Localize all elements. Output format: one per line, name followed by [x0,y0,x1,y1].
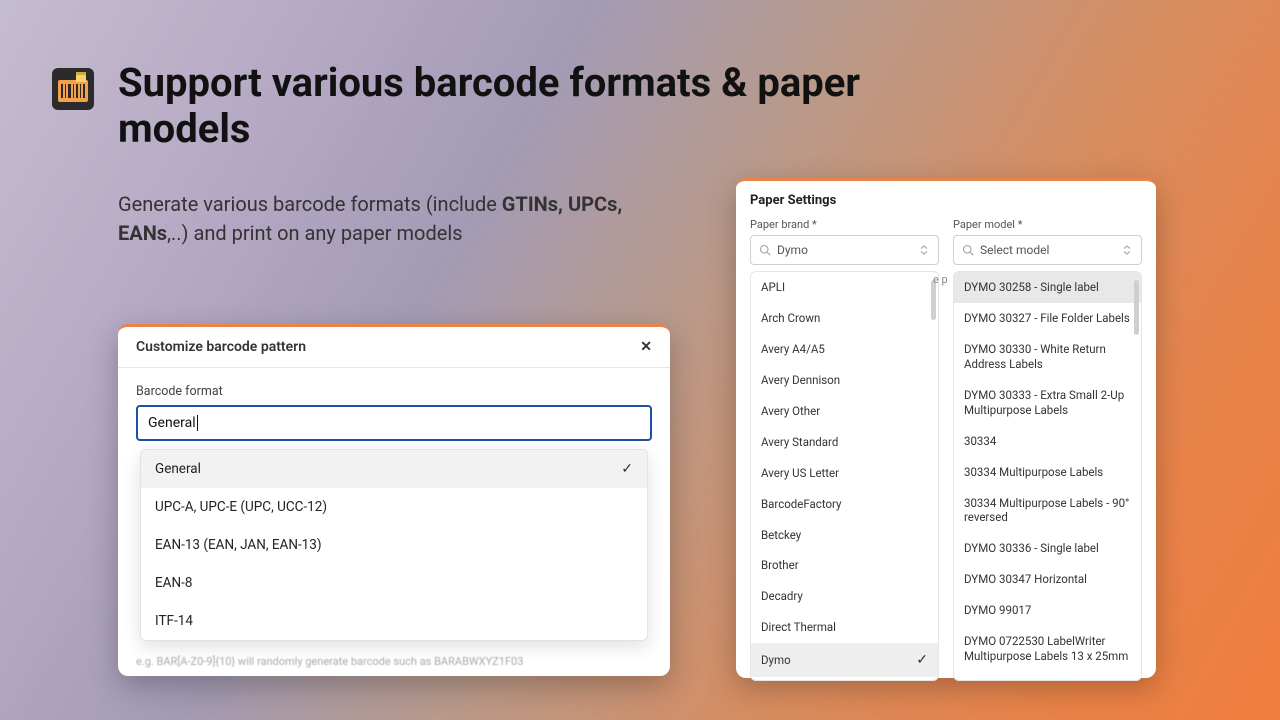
paper-brand-label: Paper brand * [750,218,939,231]
model-item[interactable]: 30334 Multipurpose Labels - 90° reversed [954,488,1141,534]
brand-item[interactable]: Avery Dennison [751,365,938,396]
model-list[interactable]: DYMO 30258 - Single labelDYMO 30327 - Fi… [953,271,1142,681]
model-item[interactable]: DYMO 30327 - File Folder Labels [954,303,1141,334]
panel-header: Customize barcode pattern ✕ [118,327,670,368]
brand-value: Dymo [777,243,912,257]
check-icon: ✓ [621,461,633,477]
barcode-format-dropdown[interactable]: General✓UPC-A, UPC-E (UPC, UCC-12)EAN-13… [140,449,648,641]
scrollbar-thumb[interactable] [1134,280,1139,335]
text-cursor [197,415,198,431]
page-title: Support various barcode formats & paper … [118,60,878,152]
panel-title: Customize barcode pattern [136,339,306,355]
brand-item[interactable]: APLI [751,272,938,303]
search-icon [962,244,974,256]
header: Support various barcode formats & paper … [52,60,878,152]
barcode-format-input[interactable]: General [136,405,652,441]
barcode-pattern-panel: Customize barcode pattern ✕ Barcode form… [118,324,670,676]
brand-item[interactable]: Betckey [751,520,938,551]
barcode-format-label: Barcode format [136,384,652,399]
model-item[interactable]: Dymo 11353 Label Writer Labels [954,672,1141,680]
close-icon[interactable]: ✕ [640,339,652,355]
paper-model-select[interactable]: Select model [953,235,1142,265]
brand-item[interactable]: Avery A4/A5 [751,334,938,365]
model-item[interactable]: DYMO 30258 - Single label [954,272,1141,303]
input-value: General [148,415,196,431]
model-placeholder: Select model [980,243,1115,257]
paper-model-label: Paper model * [953,218,1142,231]
paper-model-column: Paper model * Select model DYMO 30258 - … [953,218,1142,681]
subtitle-pre: Generate various barcode formats (includ… [118,192,502,216]
model-item[interactable]: 30334 Multipurpose Labels [954,457,1141,488]
title-block: Support various barcode formats & paper … [118,60,878,152]
brand-list[interactable]: APLIArch CrownAvery A4/A5Avery DennisonA… [750,271,939,681]
model-item[interactable]: 30334 [954,426,1141,457]
chevron-updown-icon [918,244,930,256]
brand-item[interactable]: Avery Other [751,396,938,427]
paper-settings-title: Paper Settings [750,193,1142,208]
app-icon [52,68,94,110]
chevron-updown-icon [1121,244,1133,256]
barcode-option[interactable]: UPC-A, UPC-E (UPC, UCC-12) [141,488,647,526]
brand-item[interactable]: Avery US Letter [751,458,938,489]
brand-item[interactable]: Decadry [751,581,938,612]
model-item[interactable]: DYMO 99017 [954,595,1141,626]
search-icon [759,244,771,256]
brand-item[interactable]: Dymo✓ [751,643,938,677]
paper-brand-column: Paper brand * Dymo APLIArch CrownAvery A… [750,218,939,681]
model-item[interactable]: DYMO 30336 - Single label [954,533,1141,564]
model-item[interactable]: DYMO 30330 - White Return Address Labels [954,334,1141,380]
barcode-option[interactable]: ITF-14 [141,602,647,640]
subtitle-post: ,..) and print on any paper models [167,221,462,245]
barcode-option[interactable]: EAN-13 (EAN, JAN, EAN-13) [141,526,647,564]
scrollbar[interactable] [1134,278,1139,674]
paper-settings-panel: Paper Settings Paper brand * Dymo APLIAr… [736,178,1156,678]
model-item[interactable]: DYMO 0722530 LabelWriter Multipurpose La… [954,626,1141,672]
check-icon: ✓ [916,651,928,669]
brand-item[interactable]: Ecotherm [751,677,938,680]
example-hint: e.g. BAR[A-Z0-9]{10} will randomly gener… [118,649,670,676]
background-peek-text: e p [933,273,948,286]
subtitle: Generate various barcode formats (includ… [118,190,638,248]
barcode-option[interactable]: EAN-8 [141,564,647,602]
brand-item[interactable]: Direct Thermal [751,612,938,643]
scrollbar-thumb[interactable] [931,280,936,320]
barcode-option[interactable]: General✓ [141,450,647,488]
paper-brand-select[interactable]: Dymo [750,235,939,265]
brand-item[interactable]: BarcodeFactory [751,489,938,520]
brand-item[interactable]: Brother [751,550,938,581]
scrollbar[interactable] [931,278,936,674]
brand-item[interactable]: Arch Crown [751,303,938,334]
brand-item[interactable]: Avery Standard [751,427,938,458]
model-item[interactable]: DYMO 30347 Horizontal [954,564,1141,595]
model-item[interactable]: DYMO 30333 - Extra Small 2-Up Multipurpo… [954,380,1141,426]
